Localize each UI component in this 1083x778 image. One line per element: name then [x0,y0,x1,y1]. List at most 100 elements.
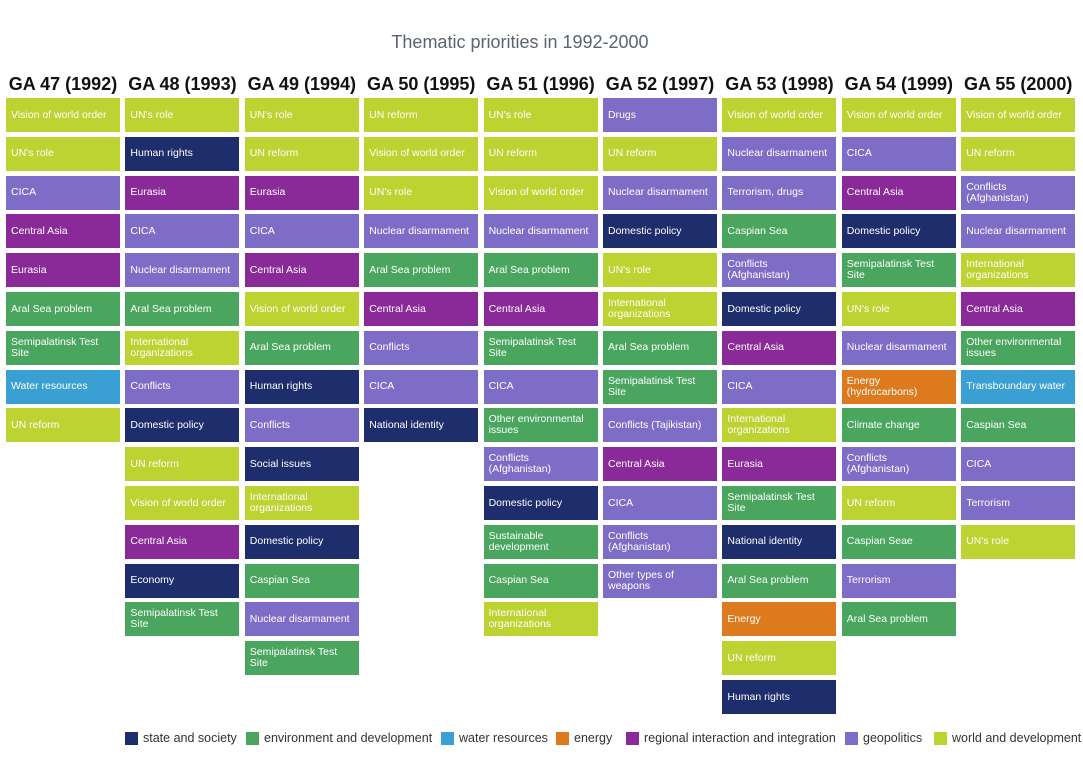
priority-cell: Aral Sea problem [483,253,598,288]
priority-cell: Domestic policy [483,486,598,520]
priority-cell: Aral Sea problem [364,253,479,288]
priority-cell: Caspian Sea [722,214,837,249]
priority-cell: Aral Sea problem [722,563,837,598]
priority-cell: UN reform [6,408,120,443]
priority-cell: Terrorism, drugs [722,175,837,210]
priority-cell: UN reform [364,98,479,132]
legend: state and society environment and develop… [0,731,1083,751]
priority-cell: Central Asia [841,175,956,210]
legend-item: energy [556,731,612,745]
priority-cell: CICA [483,369,598,404]
priority-cell: Other environmental issues [483,408,598,443]
priority-cell: UN reform [483,136,598,171]
priority-cell: National identity [722,524,837,559]
priority-cell: Vision of world order [483,175,598,210]
legend-swatch [556,731,569,745]
priority-cell: Nuclear disarmament [961,214,1076,249]
priority-cell: Central Asia [364,292,479,326]
priority-cell: CICA [841,136,956,171]
priority-cell: Nuclear disarmament [364,214,479,249]
chart-title: Thematic priorities in 1992-2000 [391,32,649,52]
priority-cell: Semipalatinsk Test Site [244,641,359,676]
priority-cell: Semipalatinsk Test Site [483,330,598,365]
priority-cell: UN's role [125,98,240,132]
priority-cell: Conflicts (Tajikistan) [603,408,717,443]
priority-cell: International organizations [722,408,837,443]
priority-cell: Vision of world order [364,136,479,171]
column-header: GA 53 (1998) [725,74,834,94]
legend-label: energy [574,731,613,745]
priority-cell: UN's role [364,175,479,210]
priority-cell: Terrorism [961,486,1076,520]
priority-cell: Water resources [6,369,120,404]
priority-cell: Drugs [603,98,717,132]
priority-cell: Semipalatinsk Test Site [603,369,717,404]
priority-cell: Vision of world order [841,98,956,132]
priority-cell: Economy [125,563,240,598]
priority-cell: UN reform [125,447,240,482]
priority-cell: Central Asia [961,292,1076,326]
priority-cell: Aral Sea problem [841,602,956,637]
priority-cell: UN's role [483,98,598,132]
priority-cell: Central Asia [603,447,717,482]
priority-cell: Energy (hydrocarbons) [841,369,956,404]
priority-cell: Nuclear disarmament [244,602,359,637]
priority-cell: CICA [603,486,717,520]
priority-cell: International organizations [483,602,598,637]
priority-cell: Human rights [125,136,240,171]
priority-cell: UN's role [244,98,359,132]
priority-cell: UN's role [961,524,1076,559]
priority-cell: Eurasia [125,175,240,210]
priority-cell: Sustainable development [483,524,598,559]
column-header: GA 52 (1997) [605,74,715,94]
priority-cell: Vision of world order [722,98,837,132]
legend-label: environment and development [264,731,433,745]
priority-cell: Nuclear disarmament [603,175,717,210]
priority-cell: Aral Sea problem [244,330,359,365]
priority-cell: UN reform [244,136,359,171]
legend-swatch [125,731,138,745]
priority-cell: Domestic policy [603,214,717,249]
priority-cell: Conflicts [244,408,359,443]
priority-cell: CICA [125,214,240,249]
priority-cell: Central Asia [483,292,598,326]
priority-cell: UN reform [841,486,956,520]
priority-cell: Semipalatinsk Test Site [125,602,240,637]
priority-cell: International organizations [125,330,240,365]
priority-cell: Conflicts [125,369,240,404]
priority-cell: UN reform [603,136,717,171]
column-header: GA 48 (1993) [128,74,237,94]
legend-swatch [626,731,639,745]
legend-item: world and development [934,731,1081,745]
legend-item: water resources [441,731,548,745]
priority-cell: Conflicts [364,330,479,365]
priority-cell: CICA [6,175,120,210]
priority-cell: Vision of world order [125,486,240,520]
column-header: GA 50 (1995) [366,74,476,94]
priority-cell: Domestic policy [841,214,956,249]
priority-cell: Conflicts (Afghanistan) [961,175,1076,210]
priority-cell: Nuclear disarmament [125,253,240,288]
legend-label: water resources [459,731,548,745]
legend-label: geopolitics [863,731,923,745]
priority-cell: Domestic policy [244,524,359,559]
legend-swatch [845,731,858,745]
legend-item: state and society [125,731,237,745]
priority-cell: Semipalatinsk Test Site [841,253,956,288]
priority-cell: Central Asia [722,330,837,365]
priority-cell: National identity [364,408,479,443]
legend-swatch [934,731,947,745]
priority-cell: Central Asia [6,214,120,249]
priority-cell: UN's role [6,136,120,171]
priority-cell: CICA [244,214,359,249]
priority-cell: Vision of world order [244,292,359,326]
column-header: GA 54 (1999) [844,74,953,94]
legend-item: regional interaction and integration [626,731,836,745]
priority-cell: Caspian Sea [483,563,598,598]
priority-cell: Other types of weapons [603,563,717,598]
priority-cell: Social issues [244,447,359,482]
legend-swatch [246,731,259,745]
priority-cell: Central Asia [125,524,240,559]
priority-cell: Conflicts (Afghanistan) [603,524,717,559]
priority-cell: International organizations [244,486,359,520]
